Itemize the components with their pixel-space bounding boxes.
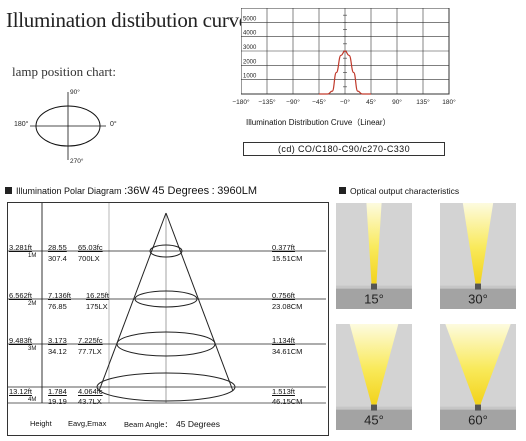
distribution-x-tick: 90°	[392, 99, 402, 106]
polar-heading: Illumination Polar Diagram :36W 45 Degre…	[16, 185, 257, 197]
footer-height-label: Height	[30, 419, 52, 428]
polar-heading-label: Illumination Polar Diagram	[16, 186, 122, 196]
row-4m-diameter-cm: 46.15CM	[272, 397, 303, 406]
row-4m-height-ft: 13.12ft	[9, 387, 32, 396]
row-4m-eavg-lx: 43.7LX	[78, 397, 102, 406]
optical-beam	[462, 203, 494, 284]
lamp-angle-left: 180°	[14, 121, 29, 128]
row-4m-emax-fc: 1.784	[48, 387, 67, 396]
row-1m-eavg-fc: 65.03fc	[78, 243, 103, 252]
optical-angle-label: 30°	[468, 292, 488, 307]
row-3m-emax-fc: 3.173	[48, 336, 67, 345]
row-3m-diameter-cm: 34.61CM	[272, 347, 303, 356]
row-4m-emax-lx: 19.19	[48, 397, 67, 406]
row-1m-emax-lx: 307.4	[48, 254, 67, 263]
row-2m-height-m: 2M	[28, 301, 37, 307]
row-2m-emax-lx: 76.85	[48, 302, 67, 311]
optical-beam	[445, 324, 511, 405]
optical-fixture	[371, 283, 377, 290]
row-3m-diameter-ft: 1.134ft	[272, 336, 295, 345]
row-2m-height-ft: 6.562ft	[9, 291, 32, 300]
optical-panel-1: 15°	[336, 203, 412, 309]
lamp-angle-bottom: 270°	[70, 158, 84, 165]
polar-heading-power-prefix: :	[124, 185, 128, 197]
footer-beam-label: Beam Angle：	[124, 420, 172, 429]
distribution-x-tick: −180°	[232, 99, 250, 106]
optical-heading: Optical output characteristics	[350, 186, 460, 196]
optical-fixture	[475, 404, 481, 411]
distribution-y-tick: 2000	[243, 59, 257, 65]
row-4m-diameter-ft: 1.513ft	[272, 387, 295, 396]
distribution-x-tick: −45°	[312, 99, 326, 106]
distribution-code-box: (cd) CO/C180-C90/c270-C330	[243, 142, 445, 156]
lamp-angle-top: 90°	[70, 89, 80, 96]
distribution-x-tick: −90°	[286, 99, 300, 106]
distribution-caption: Illumination Distribution Cruve（Linear）	[246, 118, 391, 127]
row-1m-diameter-ft: 0.377ft	[272, 243, 295, 252]
footer-beam-value: 45 Degrees	[176, 419, 220, 429]
row-3m-eavg-fc: 7.225fc	[78, 336, 103, 345]
distribution-y-tick: 4000	[243, 31, 257, 37]
optical-beam	[366, 203, 382, 284]
row-3m-emax-lx: 34.12	[48, 347, 67, 356]
polar-cone-edge-right	[165, 212, 234, 392]
row-1m-eavg-lx: 700LX	[78, 254, 100, 263]
optical-output-panels: 15° 30° 45° 60°	[336, 203, 516, 430]
distribution-y-tick: 5000	[243, 16, 257, 22]
distribution-chart: 1000 2000 3000 4000 5000	[241, 8, 450, 95]
lamp-position-chart	[30, 92, 106, 160]
optical-angle-label: 60°	[468, 413, 488, 428]
polar-heading-separator: :	[211, 185, 215, 197]
polar-heading-degrees: 45 Degrees	[152, 185, 210, 197]
lamp-angle-right: 0°	[110, 121, 117, 128]
row-1m-height-ft: 3.281ft	[9, 243, 32, 252]
polar-heading-bullet	[5, 187, 12, 194]
polar-diagram: 3.281ft 1M 28.55 65.03fc 307.4 700LX 0.3…	[7, 202, 329, 436]
distribution-y-tick: 3000	[243, 45, 257, 51]
distribution-curve	[318, 50, 371, 95]
polar-cone-edge-left	[98, 212, 167, 392]
optical-panel-floor	[336, 408, 412, 430]
page-title: Illumination distibution curve	[6, 8, 248, 32]
row-1m-diameter-cm: 15.51CM	[272, 254, 303, 263]
optical-panel-4: 60°	[440, 324, 516, 430]
optical-heading-bullet	[339, 187, 346, 194]
distribution-x-tick: 180°	[442, 99, 456, 106]
footer-eavg-label: Eavg,Emax	[68, 419, 107, 428]
optical-panel-2: 30°	[440, 203, 516, 309]
lamp-chart-label: lamp position chart:	[12, 64, 116, 79]
row-2m-diameter-cm: 23.08CM	[272, 302, 303, 311]
row-4m-eavg-fc: 4.064fc	[78, 387, 103, 396]
row-2m-eavg-lx: 175LX	[86, 302, 108, 311]
optical-beam	[349, 324, 399, 405]
row-4m-height-m: 4M	[28, 397, 37, 403]
polar-heading-power: 36W	[127, 185, 150, 197]
optical-angle-label: 45°	[364, 413, 384, 428]
distribution-x-tick: 45°	[366, 99, 376, 106]
row-3m-height-ft: 9.483ft	[9, 336, 32, 345]
distribution-y-tick: 1000	[243, 74, 257, 80]
row-1m-emax-fc: 28.55	[48, 243, 67, 252]
row-2m-eavg-fc: 16.25ft	[86, 291, 109, 300]
row-1m-height-m: 1M	[28, 253, 37, 259]
polar-diagram-graphics	[8, 203, 326, 404]
row-3m-height-m: 3M	[28, 346, 37, 352]
optical-panel-3: 45°	[336, 324, 412, 430]
optical-panel-floor	[440, 287, 516, 309]
optical-angle-label: 15°	[364, 292, 384, 307]
row-3m-eavg-lx: 77.7LX	[78, 347, 102, 356]
optical-fixture	[475, 283, 481, 290]
row-2m-emax-fc: 7.136ft	[48, 291, 71, 300]
optical-panel-floor	[336, 287, 412, 309]
distribution-x-tick: −0°	[339, 99, 350, 106]
polar-heading-lumen: 3960LM	[217, 185, 257, 197]
row-2m-diameter-ft: 0.756ft	[272, 291, 295, 300]
optical-fixture	[371, 404, 377, 411]
distribution-x-tick: 135°	[416, 99, 430, 106]
optical-panel-floor	[440, 408, 516, 430]
distribution-x-tick: −135°	[258, 99, 276, 106]
